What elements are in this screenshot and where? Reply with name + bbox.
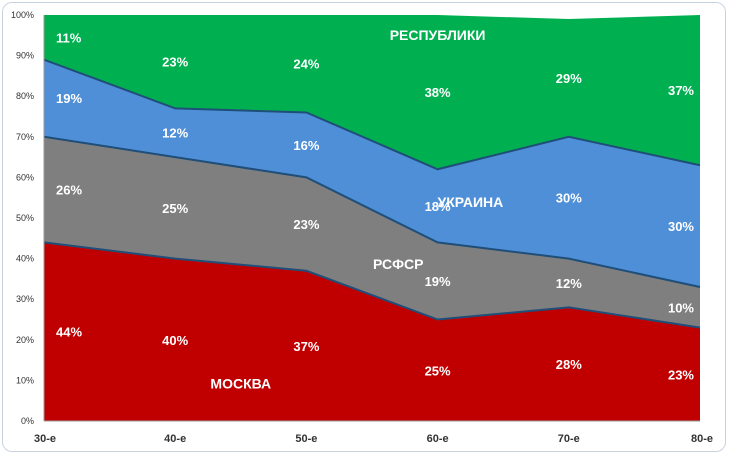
y-tick-label: 100% [11,10,34,20]
series-name-label: МОСКВА [210,375,271,391]
y-tick-label: 40% [16,254,34,264]
y-tick-label: 70% [16,132,34,142]
x-tick-label: 30-е [34,433,56,445]
data-label: 11% [56,30,82,45]
boundary-line-1 [43,241,701,329]
x-axis: 30-е 40-е 50-е 60-е 70-е 80-е [34,420,713,445]
data-label: 23% [293,217,319,232]
area-series-group [44,15,700,421]
area-3 [44,59,700,288]
series-name-label: РСФСР [373,256,424,272]
y-tick-label: 0% [21,416,34,426]
x-tick-label: 40-е [164,433,186,445]
data-label: 19% [425,274,451,289]
y-tick-label: 20% [16,335,34,345]
data-label: 44% [56,325,82,340]
series-names: МОСКВА РСФСР УКРАИНА РЕСПУБЛИКИ [210,27,503,391]
data-label: 29% [556,71,582,86]
area-4 [44,15,700,170]
data-label: 28% [556,357,582,372]
y-tick-label: 60% [16,172,34,182]
data-label: 25% [425,363,451,378]
x-tick-label: 80-е [691,433,713,445]
y-tick-label: 10% [16,375,34,385]
y-tick-label: 30% [16,294,34,304]
data-label: 16% [293,138,319,153]
data-label: 30% [668,219,694,234]
series-boundaries [43,58,701,329]
data-label: 38% [425,85,451,100]
x-tick-label: 60-е [427,433,449,445]
y-tick-label: 50% [16,213,34,223]
data-label: 25% [162,201,188,216]
data-label: 19% [56,91,82,106]
data-label: 30% [556,191,582,206]
data-label: 40% [162,333,188,348]
data-labels: 44% 40% 37% 25% 28% 23% 26% 25% 23% 19% 12% 10% 19% 1… [56,30,694,382]
data-label: 12% [556,276,582,291]
area-2 [44,136,700,328]
data-label: 18% [425,199,451,214]
y-axis: 0% 10% 20% 30% 40% 50% 60% 70% 80% 90% 100% [11,10,45,426]
x-tick-label: 50-е [295,433,317,445]
boundary-line-3 [43,58,701,171]
data-label: 12% [162,126,188,141]
x-tick-label: 70-е [558,433,580,445]
series-name-label: УКРАИНА [438,194,504,210]
data-label: 23% [162,55,188,70]
area-1 [44,242,700,421]
y-tick-label: 90% [16,51,34,61]
data-label: 10% [668,300,694,315]
series-name-label: РЕСПУБЛИКИ [390,27,486,43]
data-label: 37% [293,339,319,354]
data-label: 26% [56,183,82,198]
data-label: 23% [668,367,694,382]
data-label: 24% [293,57,319,72]
y-tick-label: 80% [16,91,34,101]
data-label: 37% [668,83,694,98]
boundary-line-2 [43,135,701,288]
